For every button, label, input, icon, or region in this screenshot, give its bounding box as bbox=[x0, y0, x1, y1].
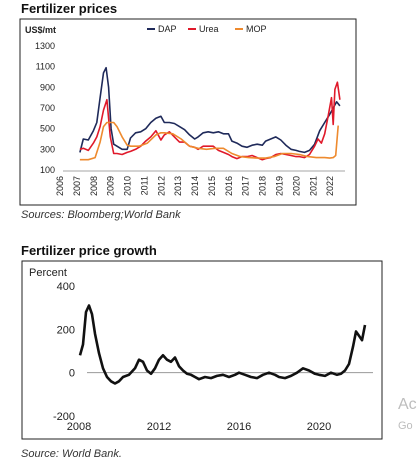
chart1-x-tick-label: 2006 bbox=[55, 176, 65, 196]
chart1-y-tick-label: 300 bbox=[40, 144, 55, 154]
chart2-source-note: Source: World Bank. bbox=[21, 448, 122, 460]
chart1-y-tick-label: 100 bbox=[40, 165, 55, 175]
chart1-legend: DAP Urea MOP bbox=[147, 24, 267, 34]
chart2-x-ticks: 2008 2012 2016 2020 bbox=[67, 421, 331, 433]
chart1-legend-label-mop: MOP bbox=[246, 24, 267, 34]
chart1-legend-label-urea: Urea bbox=[199, 24, 219, 34]
chart-title-fertilizer-prices: Fertilizer prices bbox=[21, 1, 118, 16]
chart2-y-axis-label: Percent bbox=[29, 267, 67, 279]
chart1-x-tick-label: 2007 bbox=[72, 176, 82, 196]
chart1-x-tick-label: 2014 bbox=[190, 176, 200, 196]
chart1-y-tick-label: 900 bbox=[40, 82, 55, 92]
activation-watermark-line1: Ac bbox=[398, 396, 417, 413]
chart2-y-tick-label: -200 bbox=[53, 411, 75, 423]
chart1-y-ticks: 100 300 500 700 900 1100 1300 bbox=[35, 41, 55, 175]
chart1-series-mop-line bbox=[79, 121, 339, 161]
chart1-y-tick-label: 500 bbox=[40, 124, 55, 134]
chart1-x-tick-label: 2017 bbox=[241, 176, 251, 196]
chart1-y-tick-label: 1100 bbox=[36, 62, 55, 72]
chart1-series-urea-line bbox=[79, 81, 341, 161]
chart1-x-tick-label: 2008 bbox=[89, 176, 99, 196]
chart1-x-tick-label: 2018 bbox=[258, 176, 268, 196]
chart1-x-tick-label: 2011 bbox=[139, 176, 149, 195]
chart1-x-tick-label: 2013 bbox=[173, 176, 183, 196]
chart2-series-lines bbox=[78, 304, 367, 385]
chart1-x-tick-label: 2022 bbox=[325, 176, 335, 196]
fertilizer-prices-chart: US$/mt DAP Urea MOP 100 300 500 700 900 1100 130… bbox=[19, 18, 357, 206]
chart2-series-line bbox=[78, 304, 367, 385]
chart2-frame bbox=[21, 260, 383, 440]
chart2-x-tick-label: 2012 bbox=[147, 421, 171, 433]
chart2-y-tick-label: 0 bbox=[69, 368, 75, 380]
chart2-y-ticks: -200 0 200 400 bbox=[53, 281, 373, 423]
chart1-x-ticks: 2006 2007 2008 2009 2010 2011 2012 2013 2014 2015… bbox=[55, 170, 345, 196]
chart1-x-tick-label: 2021 bbox=[308, 176, 318, 196]
chart2-y-tick-label: 400 bbox=[57, 281, 75, 293]
chart-title-fertilizer-price-growth: Fertilizer price growth bbox=[21, 243, 157, 258]
chart1-frame bbox=[19, 18, 357, 206]
chart1-x-tick-label: 2016 bbox=[224, 176, 234, 196]
chart1-y-axis-label: US$/mt bbox=[25, 25, 56, 35]
chart1-series-lines bbox=[79, 66, 341, 161]
activation-watermark-line2: Go bbox=[398, 420, 413, 432]
fertilizer-price-growth-chart: Percent -200 0 200 400 2008 2012 2016 2020 bbox=[21, 260, 383, 440]
chart1-y-tick-label: 700 bbox=[40, 103, 55, 113]
chart1-source-note: Sources: Bloomberg;World Bank bbox=[21, 209, 181, 221]
chart2-x-tick-label: 2020 bbox=[307, 421, 331, 433]
chart1-x-tick-label: 2015 bbox=[207, 176, 217, 196]
chart2-x-tick-label: 2008 bbox=[67, 421, 91, 433]
chart1-series-dap-line bbox=[79, 66, 341, 154]
chart2-y-tick-label: 200 bbox=[57, 324, 75, 336]
chart2-x-tick-label: 2016 bbox=[227, 421, 251, 433]
chart1-x-tick-label: 2009 bbox=[106, 176, 116, 196]
chart1-x-tick-label: 2019 bbox=[275, 176, 285, 196]
chart1-y-tick-label: 1300 bbox=[35, 41, 55, 51]
chart1-x-tick-label: 2010 bbox=[123, 176, 133, 196]
chart1-x-tick-label: 2012 bbox=[156, 176, 166, 196]
chart1-legend-label-dap: DAP bbox=[158, 24, 177, 34]
chart1-x-tick-label: 2020 bbox=[291, 176, 301, 196]
